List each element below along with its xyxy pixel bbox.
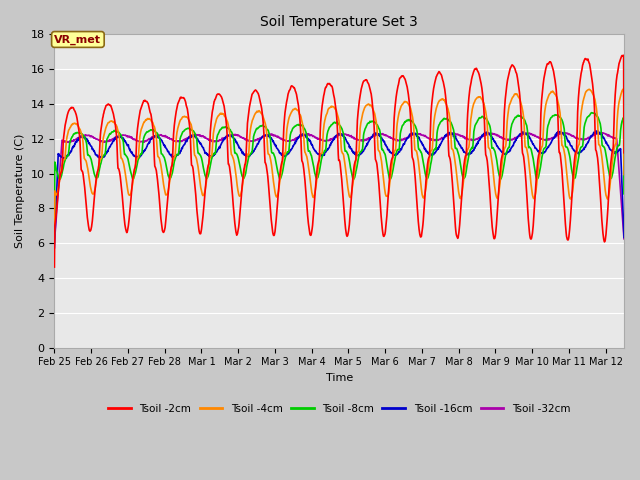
Tsoil -32cm bbox=[267, 132, 275, 138]
Tsoil -2cm bbox=[215, 91, 223, 97]
Tsoil -8cm bbox=[588, 110, 595, 116]
Tsoil -32cm bbox=[215, 138, 223, 144]
Tsoil -2cm bbox=[267, 207, 275, 213]
Tsoil -32cm bbox=[51, 240, 58, 245]
Tsoil -4cm bbox=[620, 172, 628, 178]
Legend: Tsoil -2cm, Tsoil -4cm, Tsoil -8cm, Tsoil -16cm, Tsoil -32cm: Tsoil -2cm, Tsoil -4cm, Tsoil -8cm, Tsoi… bbox=[104, 400, 575, 418]
Tsoil -16cm bbox=[215, 145, 223, 151]
Tsoil -16cm bbox=[153, 134, 161, 140]
Tsoil -32cm bbox=[164, 134, 172, 140]
Line: Tsoil -2cm: Tsoil -2cm bbox=[54, 55, 624, 267]
Tsoil -8cm bbox=[545, 121, 552, 127]
Tsoil -8cm bbox=[267, 137, 275, 143]
Tsoil -4cm bbox=[620, 86, 627, 92]
Tsoil -16cm bbox=[481, 130, 489, 136]
Tsoil -4cm bbox=[215, 113, 223, 119]
Tsoil -8cm bbox=[215, 130, 223, 136]
Tsoil -2cm bbox=[545, 61, 552, 67]
Tsoil -8cm bbox=[51, 221, 58, 227]
Tsoil -2cm bbox=[481, 146, 489, 152]
Tsoil -2cm bbox=[153, 170, 161, 176]
Tsoil -4cm bbox=[267, 156, 275, 162]
Tsoil -32cm bbox=[596, 130, 604, 135]
Tsoil -16cm bbox=[620, 235, 628, 240]
Line: Tsoil -32cm: Tsoil -32cm bbox=[54, 132, 624, 242]
Tsoil -4cm bbox=[481, 107, 489, 112]
Line: Tsoil -8cm: Tsoil -8cm bbox=[54, 113, 624, 224]
Tsoil -8cm bbox=[153, 130, 161, 136]
Tsoil -32cm bbox=[545, 136, 552, 142]
Tsoil -2cm bbox=[51, 264, 58, 270]
Title: Soil Temperature Set 3: Soil Temperature Set 3 bbox=[260, 15, 418, 29]
Tsoil -32cm bbox=[481, 132, 489, 138]
Tsoil -16cm bbox=[267, 135, 275, 141]
Line: Tsoil -4cm: Tsoil -4cm bbox=[54, 89, 624, 242]
Tsoil -4cm bbox=[51, 240, 58, 245]
Tsoil -32cm bbox=[153, 133, 161, 139]
Text: VR_met: VR_met bbox=[54, 35, 101, 45]
Tsoil -4cm bbox=[545, 93, 552, 99]
X-axis label: Time: Time bbox=[326, 373, 353, 383]
Line: Tsoil -16cm: Tsoil -16cm bbox=[54, 131, 624, 248]
Tsoil -32cm bbox=[620, 236, 628, 242]
Tsoil -2cm bbox=[620, 150, 628, 156]
Y-axis label: Soil Temperature (C): Soil Temperature (C) bbox=[15, 134, 25, 248]
Tsoil -2cm bbox=[164, 199, 172, 205]
Tsoil -8cm bbox=[481, 116, 489, 121]
Tsoil -8cm bbox=[620, 191, 628, 197]
Tsoil -2cm bbox=[620, 52, 627, 58]
Tsoil -8cm bbox=[164, 169, 172, 175]
Tsoil -4cm bbox=[164, 191, 172, 197]
Tsoil -16cm bbox=[594, 128, 602, 134]
Tsoil -16cm bbox=[51, 245, 58, 251]
Tsoil -16cm bbox=[164, 148, 172, 154]
Tsoil -16cm bbox=[545, 144, 552, 150]
Tsoil -4cm bbox=[153, 139, 161, 144]
